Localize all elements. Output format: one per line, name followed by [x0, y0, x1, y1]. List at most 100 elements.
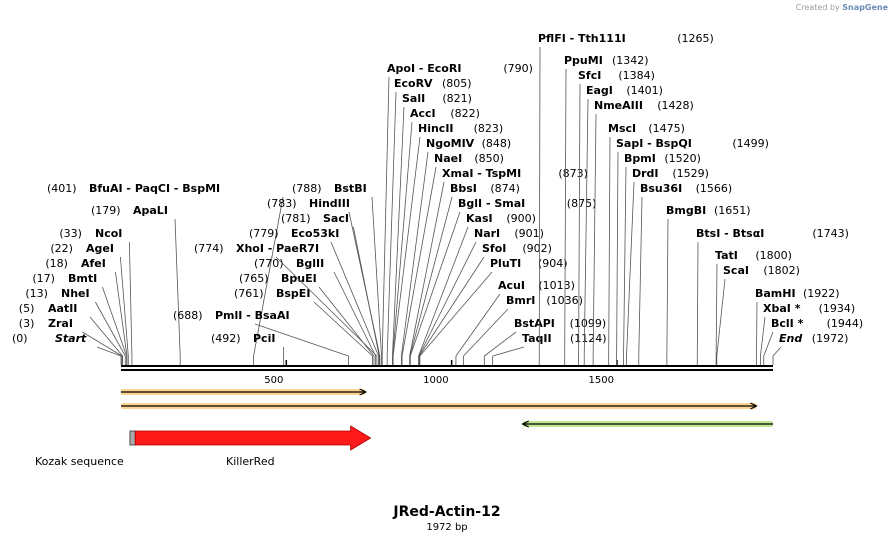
- site-name-acui[interactable]: AcuI: [498, 279, 525, 292]
- site-leader-scai: [716, 278, 726, 357]
- site-name-pcii[interactable]: PciI: [253, 332, 275, 345]
- site-name-pluti[interactable]: PluTI: [490, 257, 521, 270]
- site-name-bstbi[interactable]: BstBI: [334, 182, 367, 195]
- site-position-bsu36i: (1566): [696, 182, 733, 195]
- site-name-saci[interactable]: SacI: [323, 212, 349, 225]
- site-position-msci: (1475): [648, 122, 685, 135]
- site-name-btsi[interactable]: BtsI - BtsαI: [696, 227, 764, 240]
- site-name-pmli[interactable]: PmlI - BsaAI: [215, 309, 290, 322]
- site-leader-bmti: [102, 286, 127, 357]
- site-name-nari[interactable]: NarI: [474, 227, 500, 240]
- site-name-bmgbi[interactable]: BmgBI: [666, 204, 706, 217]
- site-leader-drdi: [626, 181, 635, 357]
- site-name-hindiii[interactable]: HindIII: [309, 197, 350, 210]
- site-name-bsu36i[interactable]: Bsu36I: [640, 182, 682, 195]
- site-name-zrai[interactable]: ZraI: [48, 317, 73, 330]
- site-leader-bsu36i: [638, 196, 643, 357]
- site-leader-btsi: [696, 241, 699, 357]
- site-name-aatii[interactable]: AatII: [48, 302, 77, 315]
- site-leader-ngomiv: [400, 151, 429, 357]
- site-name-eagi[interactable]: EagI: [586, 84, 613, 97]
- ruler-tick-label: 1500: [588, 375, 613, 386]
- site-name-xhoi[interactable]: XhoI - PaeR7I: [236, 242, 319, 255]
- site-leader-tati: [715, 263, 718, 357]
- site-leader-apoi: [381, 76, 390, 357]
- site-name-xbai[interactable]: XbaI *: [763, 302, 801, 315]
- sequence-title: JRed-Actin-12: [392, 504, 500, 520]
- site-leader-msci: [608, 136, 611, 357]
- site-position-pcii: (492): [211, 332, 241, 345]
- site-name-bpmi[interactable]: BpmI: [624, 152, 656, 165]
- site-name-bamhi[interactable]: BamHI: [755, 287, 796, 300]
- site-name-nmeaiii[interactable]: NmeAIII: [594, 99, 643, 112]
- site-name-sfoi[interactable]: SfoI: [482, 242, 506, 255]
- site-name-bcli[interactable]: BclI *: [771, 317, 804, 330]
- site-position-start: (0): [12, 332, 28, 345]
- feature-killerred[interactable]: [134, 425, 372, 451]
- site-leader-bgli: [409, 211, 461, 357]
- site-name-end[interactable]: End: [779, 332, 802, 345]
- site-name-ncoi[interactable]: NcoI: [95, 227, 122, 240]
- site-position-ngomiv: (848): [482, 137, 512, 150]
- site-name-naei[interactable]: NaeI: [434, 152, 462, 165]
- site-position-apoi: (790): [503, 62, 533, 75]
- site-name-bfuai[interactable]: BfuAI - PaqCI - BspMI: [89, 182, 220, 195]
- feature-kozak-sequence[interactable]: [129, 430, 136, 446]
- site-position-sfoi: (902): [522, 242, 552, 255]
- site-name-ecorv[interactable]: EcoRV: [394, 77, 433, 90]
- site-name-afei[interactable]: AfeI: [81, 257, 106, 270]
- site-position-drdi: (1529): [672, 167, 709, 180]
- site-name-taqii[interactable]: TaqII: [522, 332, 552, 345]
- site-leader-afei: [115, 271, 128, 357]
- site-name-ngomiv[interactable]: NgoMIV: [426, 137, 475, 150]
- site-name-bgli[interactable]: BglI - SmaI: [458, 197, 525, 210]
- site-leader-pflfi: [538, 46, 541, 357]
- site-name-sapi[interactable]: SapI - BspQI: [616, 137, 692, 150]
- site-position-bgli: (875): [567, 197, 597, 210]
- site-name-bspei[interactable]: BspEI: [276, 287, 310, 300]
- site-position-agei: (22): [50, 242, 73, 255]
- site-name-sali[interactable]: SalI: [402, 92, 425, 105]
- site-leader-bmgbi: [666, 218, 669, 357]
- site-name-agei[interactable]: AgeI: [86, 242, 114, 255]
- site-leader-eagi: [583, 98, 589, 357]
- site-position-btsi: (1743): [812, 227, 849, 240]
- site-leader-nari: [418, 241, 477, 357]
- site-name-drdi[interactable]: DrdI: [632, 167, 659, 180]
- site-position-bglii: (770): [254, 257, 284, 270]
- site-name-ppumi[interactable]: PpuMI: [564, 54, 603, 67]
- site-position-xhoi: (774): [194, 242, 224, 255]
- site-name-nhei[interactable]: NheI: [61, 287, 90, 300]
- site-name-acci[interactable]: AccI: [410, 107, 436, 120]
- site-name-bbsi[interactable]: BbsI: [450, 182, 477, 195]
- site-name-msci[interactable]: MscI: [608, 122, 636, 135]
- ruler-tick-label: 1000: [423, 375, 448, 386]
- site-name-eco53ki[interactable]: Eco53kI: [291, 227, 339, 240]
- site-name-kasi[interactable]: KasI: [466, 212, 493, 225]
- site-name-hincii[interactable]: HincII: [418, 122, 454, 135]
- site-name-pflfi[interactable]: PflFI - Tth111I: [538, 32, 626, 45]
- site-name-bmti[interactable]: BmtI: [68, 272, 97, 285]
- site-name-apali[interactable]: ApaLI: [133, 204, 168, 217]
- site-name-apoi[interactable]: ApoI - EcoRI: [387, 62, 461, 75]
- feature-label-kozak-sequence: Kozak sequence: [35, 455, 124, 468]
- site-leader-bspei: [313, 301, 373, 357]
- site-name-bglii[interactable]: BglII: [296, 257, 324, 270]
- site-name-start[interactable]: Start: [55, 332, 87, 345]
- site-position-bspei: (761): [234, 287, 264, 300]
- site-name-bstapi[interactable]: BstAPI: [514, 317, 555, 330]
- site-position-acui: (1013): [538, 279, 575, 292]
- snapgene-credit: Created by SnapGene: [795, 3, 888, 12]
- site-position-sali: (821): [442, 92, 472, 105]
- site-position-scai: (1802): [763, 264, 800, 277]
- site-name-bmri[interactable]: BmrI: [506, 294, 535, 307]
- sequence-length: 1972 bp: [426, 522, 467, 533]
- site-name-bpuei[interactable]: BpuEI: [281, 272, 317, 285]
- site-name-sfci[interactable]: SfcI: [578, 69, 601, 82]
- site-name-tati[interactable]: TatI: [715, 249, 738, 262]
- site-name-xmai[interactable]: XmaI - TspMI: [442, 167, 521, 180]
- site-leader-nhei: [95, 301, 126, 357]
- site-leader-bamhi: [756, 301, 758, 357]
- site-name-scai[interactable]: ScaI: [723, 264, 749, 277]
